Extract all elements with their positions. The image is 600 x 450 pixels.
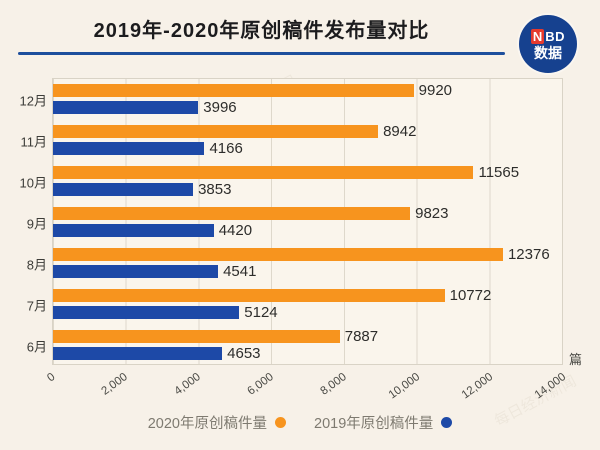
month-label: 6月	[26, 339, 47, 354]
bar-2019	[53, 306, 240, 319]
legend-item-2019: 2019年原创稿件量	[314, 412, 453, 433]
bar-value-2020: 10772	[449, 287, 492, 304]
nbd-logo-text: N BD	[530, 28, 566, 44]
bar-value-2019: 3853	[198, 181, 232, 198]
nbd-logo-cn: 数据	[534, 44, 562, 61]
chart-row-aug: 8月 12376 4541	[27, 243, 562, 284]
bar-2020	[53, 289, 445, 302]
x-axis: 0 2,000 4,000 6,000 8,000 10,000 12,000 …	[44, 371, 569, 402]
bar-value-2020: 9823	[415, 205, 449, 222]
month-label: 7月	[26, 298, 47, 313]
bar-2020	[53, 330, 340, 343]
bar-value-2019: 4653	[227, 345, 261, 362]
bar-value-2020: 11565	[478, 164, 520, 181]
bar-2019	[53, 183, 194, 196]
legend-item-2020: 2020年原创稿件量	[148, 412, 286, 433]
bar-2020	[53, 166, 474, 179]
legend-dot-blue	[441, 417, 453, 428]
chart-row-jun: 6月 7887 4653	[27, 325, 562, 366]
title-underline	[18, 52, 505, 55]
bar-2020	[53, 125, 379, 138]
bar-value-2020: 12376	[507, 246, 550, 263]
nbd-logo-bd: BD	[545, 28, 566, 44]
bar-value-2019: 3996	[203, 99, 237, 116]
bar-2020	[53, 248, 503, 261]
legend-label: 2019年原创稿件量	[314, 416, 434, 432]
plot-area: 12月 9920 3996 11月 8942 4166 10月 11565 38…	[20, 78, 563, 366]
title-block: 2019年-2020年原创稿件发布量对比	[18, 10, 505, 55]
legend-label: 2020年原创稿件量	[147, 416, 267, 432]
bar-2019	[53, 224, 214, 237]
chart-row-nov: 11月 8942 4166	[21, 120, 562, 161]
bar-2019	[53, 265, 219, 278]
chart-legend: 2020年原创稿件量 2019年原创稿件量	[0, 412, 600, 433]
x-axis-unit: 篇	[569, 352, 583, 367]
month-label: 10月	[19, 175, 47, 190]
chart-row-jul: 7月 10772 5124	[27, 284, 562, 325]
bar-value-2019: 4420	[218, 222, 253, 239]
month-label: 12月	[19, 93, 47, 108]
bar-value-2020: 9920	[418, 82, 453, 99]
legend-dot-orange	[275, 417, 286, 428]
bar-2019	[53, 347, 223, 360]
bar-2020	[53, 207, 411, 220]
chart-row-sep: 9月 9823 4420	[27, 202, 562, 243]
chart-title: 2019年-2020年原创稿件发布量对比	[93, 20, 430, 42]
month-label: 8月	[26, 257, 47, 272]
nbd-logo: N BD 数据	[519, 15, 577, 73]
month-label: 9月	[26, 216, 47, 231]
month-label: 11月	[20, 134, 48, 149]
bar-value-2019: 4166	[209, 140, 243, 157]
nbd-logo-n: N	[530, 28, 545, 44]
chart-row-oct: 10月 11565 3853	[20, 161, 562, 202]
bar-value-2020: 8942	[383, 123, 417, 140]
bar-2020	[53, 84, 414, 97]
bar-value-2020: 7887	[344, 328, 379, 345]
chart-row-dec: 12月 9920 3996	[20, 79, 562, 120]
bar-value-2019: 5124	[244, 304, 278, 321]
bar-2019	[53, 142, 205, 155]
bar-value-2019: 4541	[223, 263, 257, 280]
bar-2019	[53, 101, 199, 114]
